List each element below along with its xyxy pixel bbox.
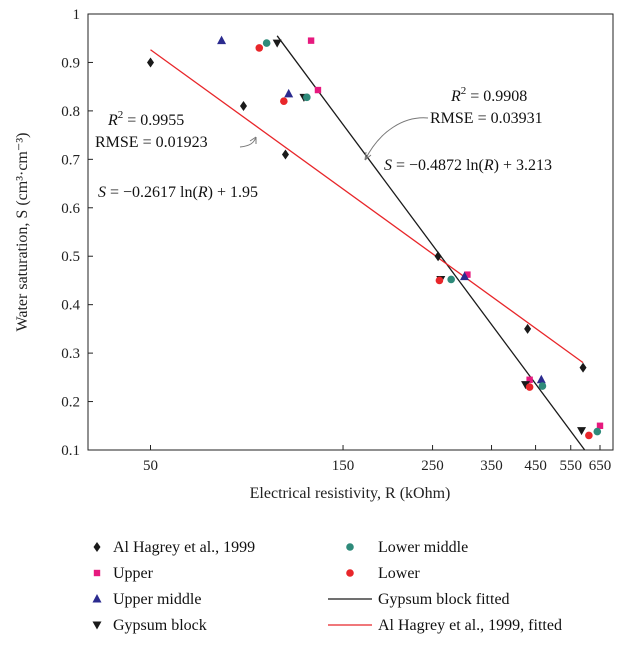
data-point xyxy=(526,376,533,383)
fit-lines xyxy=(150,35,586,451)
data-point xyxy=(525,383,534,391)
red-equation-label: S = −0.2617 ln(R) + 1.95 xyxy=(98,184,258,201)
data-point xyxy=(147,57,155,68)
legend-label: Al Hagrey et al., 1999, fitted xyxy=(378,617,562,634)
data-point xyxy=(239,101,247,112)
y-tick-label: 0.2 xyxy=(61,395,80,411)
x-tick-label: 650 xyxy=(589,458,612,474)
axes-layer: 50 150 250 350 450 550 650 0.1 0.2 0.3 0.4 0.5 0.6 0.… xyxy=(61,7,614,474)
data-point xyxy=(460,271,470,281)
data-point xyxy=(464,271,471,278)
black-r2-label: R2 = 0.9908 xyxy=(450,85,527,105)
data-point xyxy=(281,149,289,160)
data-point xyxy=(521,381,531,390)
data-point xyxy=(280,97,288,105)
x-tick-label: 350 xyxy=(480,458,503,474)
data-point xyxy=(435,276,444,285)
y-tick-label: 0.8 xyxy=(61,104,80,120)
legend-marker xyxy=(346,543,354,551)
black-rmse-label: RMSE = 0.03931 xyxy=(430,110,543,127)
data-point xyxy=(596,422,604,429)
legend-label: Upper middle xyxy=(113,591,201,608)
black-annotation-arrowhead xyxy=(364,151,372,161)
y-axis-title: Water saturation, S (cm³·cm⁻³) xyxy=(14,133,31,332)
legend: Al Hagrey et al., 1999 Upper Upper middle G… xyxy=(92,539,562,634)
data-point xyxy=(284,88,294,98)
y-tick-label: 0.5 xyxy=(61,249,80,265)
data-point xyxy=(217,35,227,45)
y-tick-label: 0.1 xyxy=(61,443,80,459)
data-point xyxy=(262,39,271,47)
x-tick-label: 550 xyxy=(559,458,582,474)
x-tick-label: 250 xyxy=(421,458,444,474)
data-point xyxy=(303,93,311,102)
data-point xyxy=(538,382,547,390)
y-tick-label: 0.9 xyxy=(61,55,80,71)
y-tick-label: 0.4 xyxy=(61,298,80,314)
data-points xyxy=(147,35,604,440)
red-rmse-label: RMSE = 0.01923 xyxy=(95,134,208,151)
data-point xyxy=(585,431,593,440)
data-point xyxy=(577,427,587,436)
legend-marker xyxy=(93,542,101,552)
x-tick-label: 150 xyxy=(332,458,355,474)
data-point xyxy=(314,86,322,94)
fit-line xyxy=(150,49,584,364)
fit-line xyxy=(276,35,586,451)
red-r2-label: R2 = 0.9955 xyxy=(107,109,184,129)
data-point xyxy=(272,39,282,48)
data-point xyxy=(536,374,546,384)
y-tick-label: 1 xyxy=(73,7,81,23)
y-tick-label: 0.3 xyxy=(61,346,80,362)
legend-label: Gypsum block fitted xyxy=(378,591,510,608)
x-tick-label: 450 xyxy=(524,458,547,474)
data-point xyxy=(524,323,532,334)
legend-marker xyxy=(92,621,102,630)
legend-label: Gypsum block xyxy=(113,617,207,634)
plot-frame xyxy=(87,13,614,451)
red-annotation-arrow xyxy=(239,136,257,148)
black-fit-annotation: R2 = 0.9908 RMSE = 0.03931 S = −0.4872 l… xyxy=(364,85,552,174)
x-axis-title: Electrical resistivity, R (kOhm) xyxy=(250,485,451,502)
y-tick-label: 0.6 xyxy=(61,201,80,217)
red-fit-annotation: R2 = 0.9955 RMSE = 0.01923 S = −0.2617 l… xyxy=(95,109,258,201)
data-point xyxy=(447,275,455,284)
data-point xyxy=(255,44,264,52)
legend-marker xyxy=(92,594,102,603)
legend-label: Lower xyxy=(378,565,420,582)
legend-marker xyxy=(346,569,354,577)
data-point xyxy=(593,427,602,436)
black-annotation-arrow xyxy=(364,117,429,161)
data-point xyxy=(579,362,587,373)
y-tick-label: 0.7 xyxy=(61,152,80,168)
legend-label: Al Hagrey et al., 1999 xyxy=(113,539,255,556)
legend-marker xyxy=(93,569,101,577)
x-tick-label: 50 xyxy=(143,458,158,474)
black-equation-label: S = −0.4872 ln(R) + 3.213 xyxy=(384,157,552,174)
data-point xyxy=(434,251,442,262)
legend-label: Lower middle xyxy=(378,539,468,556)
red-annotation-arrowhead xyxy=(249,136,257,144)
legend-label: Upper xyxy=(113,565,154,582)
data-point xyxy=(307,37,315,44)
